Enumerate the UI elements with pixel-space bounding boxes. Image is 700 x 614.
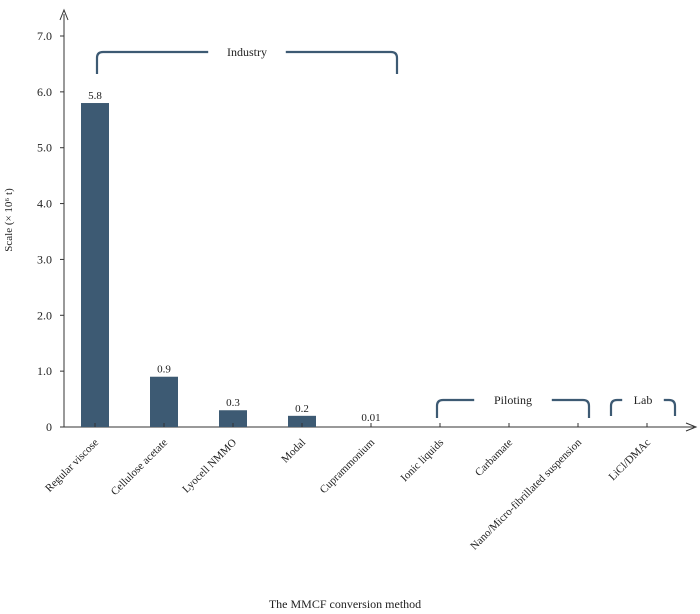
y-tick-label: 1.0 <box>37 364 52 378</box>
bars <box>81 103 316 428</box>
x-tick-label: Lyocell NMMO <box>180 437 239 496</box>
x-tick-label: Cuprammonium <box>318 436 378 496</box>
y-tick-label: 3.0 <box>37 252 52 266</box>
x-tick-label: Cellulose acetate <box>109 437 170 498</box>
group-label: Piloting <box>494 393 532 407</box>
data-label: 0.01 <box>361 412 380 424</box>
data-label: 0.3 <box>226 397 240 409</box>
group-label: Industry <box>227 45 267 59</box>
data-label: 5.8 <box>88 90 102 102</box>
data-label: 0.9 <box>157 364 171 376</box>
y-tick-label: 2.0 <box>37 308 52 322</box>
group-bracket <box>435 398 591 418</box>
x-axis-arrow <box>685 422 698 432</box>
data-label: 0.2 <box>295 403 309 415</box>
bar <box>81 103 109 428</box>
data-labels: 5.8 0.9 0.3 0.2 0.01 <box>88 90 381 424</box>
y-axis-label: Scale (× 10⁶ t) <box>3 188 15 252</box>
x-tick-labels: Regular viscose Cellulose acetate Lyocell … <box>43 423 653 552</box>
group-bracket <box>609 398 677 416</box>
bar <box>219 410 247 427</box>
x-tick-label: Ionic liquids <box>399 437 447 485</box>
x-tick-label: Nano/Micro-fibrillated suspension <box>468 436 584 552</box>
y-ticks: 0 1.0 2.0 3.0 4.0 5.0 6.0 7.0 <box>37 29 64 434</box>
x-tick-label: Carbamate <box>473 437 515 479</box>
x-tick-label: Modal <box>279 437 308 466</box>
x-tick-label: LiCl/DMAc <box>607 437 654 484</box>
group-label: Lab <box>634 393 653 407</box>
x-tick-label: Regular viscose <box>43 437 101 495</box>
group-bracket <box>95 50 399 74</box>
y-tick-label: 7.0 <box>37 29 52 43</box>
y-axis-arrow <box>59 8 69 21</box>
group-brackets: Industry Piloting Lab <box>95 45 677 418</box>
axes <box>59 8 698 432</box>
bar <box>288 415 316 427</box>
y-tick-label: 4.0 <box>37 197 52 211</box>
bar <box>150 376 178 427</box>
y-tick-label: 5.0 <box>37 141 52 155</box>
y-tick-label: 0 <box>46 420 52 434</box>
x-axis-label: The MMCF conversion method <box>269 597 421 611</box>
y-tick-label: 6.0 <box>37 85 52 99</box>
